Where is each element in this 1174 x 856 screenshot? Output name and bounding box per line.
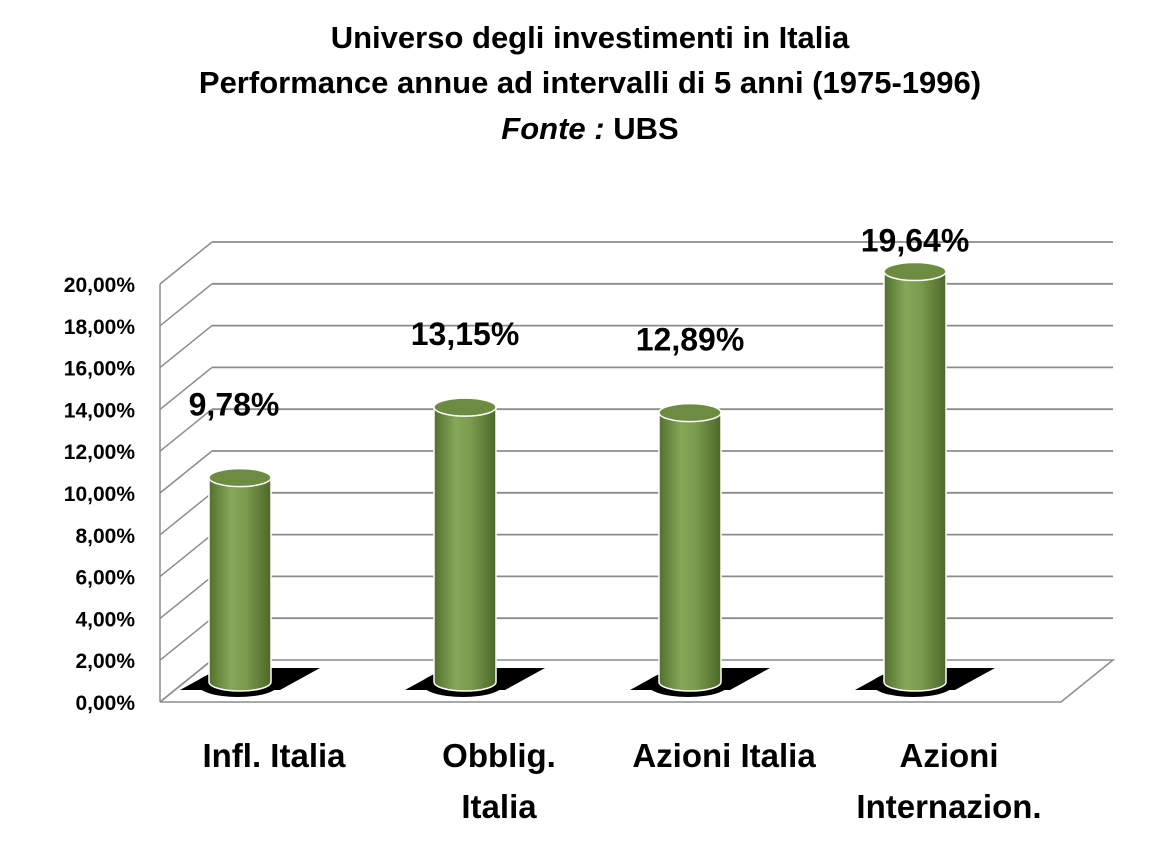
data-label: 12,89% bbox=[636, 322, 745, 358]
side-grid-line bbox=[159, 575, 213, 619]
chart-floor bbox=[159, 659, 1116, 703]
y-tick-label: 10,00% bbox=[64, 483, 136, 506]
y-tick-label: 16,00% bbox=[64, 358, 136, 381]
side-grid-line bbox=[159, 241, 213, 285]
bar-body bbox=[658, 411, 722, 692]
title-line-1: Universo degli investimenti in Italia bbox=[331, 20, 850, 55]
side-grid-line bbox=[159, 366, 213, 410]
side-grid-line bbox=[159, 408, 213, 452]
bar-body bbox=[433, 406, 497, 692]
x-tick-label: Obblig. Italia bbox=[442, 737, 556, 825]
x-tick-label: Azioni Internazion. bbox=[856, 737, 1041, 825]
data-label: 13,15% bbox=[411, 316, 520, 352]
bar-top bbox=[433, 397, 497, 417]
y-tick-label: 14,00% bbox=[64, 399, 136, 422]
y-axis-ticks: 0,00% 2,00% 4,00% 6,00% 8,00% 10,00% 12,00% 14,… bbox=[64, 274, 136, 715]
chart-title: Universo degli investimenti in Italia Pe… bbox=[199, 20, 981, 146]
bar bbox=[630, 402, 770, 697]
side-grid-line bbox=[159, 617, 213, 661]
data-label: 19,64% bbox=[861, 223, 970, 259]
bars bbox=[180, 261, 995, 697]
title-source: Fonte : UBS bbox=[501, 111, 678, 146]
category-labels: Infl. Italia Obblig. Italia Azioni Italia Az… bbox=[202, 737, 1041, 825]
value-labels: 9,78% 13,15% 12,89% 19,64% bbox=[189, 223, 970, 423]
x-tick-label: Azioni Italia bbox=[632, 737, 816, 774]
bar bbox=[855, 261, 995, 697]
y-tick-label: 20,00% bbox=[64, 274, 136, 297]
plot-area: 0,00% 2,00% 4,00% 6,00% 8,00% 10,00% 12,00% 14,… bbox=[64, 223, 1116, 825]
title-line-2: Performance annue ad intervalli di 5 ann… bbox=[199, 65, 981, 100]
bar-body bbox=[883, 270, 947, 692]
y-tick-label: 12,00% bbox=[64, 441, 136, 464]
side-grid-line bbox=[159, 325, 213, 369]
data-label: 9,78% bbox=[189, 387, 280, 423]
side-grid-line bbox=[159, 450, 213, 494]
bar bbox=[405, 397, 545, 697]
y-tick-label: 6,00% bbox=[75, 567, 135, 590]
y-tick-label: 0,00% bbox=[75, 692, 135, 715]
y-tick-label: 8,00% bbox=[75, 525, 135, 548]
side-grid-line bbox=[159, 283, 213, 327]
bar-body bbox=[208, 476, 272, 692]
y-tick-label: 2,00% bbox=[75, 650, 135, 673]
grid-lines bbox=[159, 241, 1113, 703]
bar-top bbox=[208, 467, 272, 488]
bar-top bbox=[658, 402, 722, 423]
source-value: UBS bbox=[605, 111, 679, 146]
side-grid-line bbox=[159, 534, 213, 578]
y-tick-label: 18,00% bbox=[64, 316, 136, 339]
side-grid-line bbox=[159, 492, 213, 536]
x-tick-label: Infl. Italia bbox=[202, 737, 346, 774]
bar-top bbox=[883, 261, 947, 282]
bar bbox=[180, 467, 320, 697]
source-label: Fonte : bbox=[501, 111, 604, 146]
y-tick-label: 4,00% bbox=[75, 608, 135, 631]
